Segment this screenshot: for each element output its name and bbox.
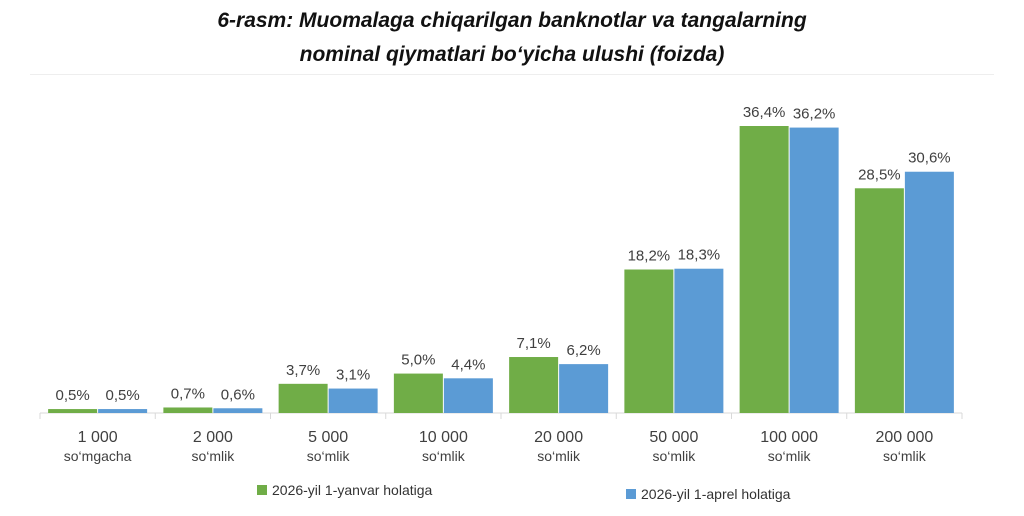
x-tick-sublabel: so‘mlik xyxy=(883,448,927,464)
bar-series-1 xyxy=(163,407,213,413)
bar-series-1 xyxy=(739,126,789,413)
x-tick-label: 20 000 xyxy=(534,429,583,446)
chart-title: 6-rasm: Muomalaga chiqarilgan banknotlar… xyxy=(0,4,1024,72)
x-tick-sublabel: so‘mlik xyxy=(191,448,235,464)
bar-series-1 xyxy=(509,357,559,413)
x-tick-sublabel: so‘mlik xyxy=(537,448,581,464)
data-label-series-1: 36,4% xyxy=(743,104,786,121)
data-label-series-2: 18,3% xyxy=(678,247,721,264)
data-label-series-2: 3,1% xyxy=(336,367,370,384)
x-tick-label: 10 000 xyxy=(419,429,468,446)
data-label-series-1: 7,1% xyxy=(517,335,551,352)
legend-swatch-series-2 xyxy=(626,489,636,499)
data-label-series-1: 3,7% xyxy=(286,362,320,379)
x-tick-label: 100 000 xyxy=(760,429,818,446)
bar-series-1 xyxy=(854,188,904,413)
x-tick-sublabel: so‘mlik xyxy=(307,448,351,464)
x-tick-sublabel: so‘mlik xyxy=(768,448,812,464)
data-label-series-2: 30,6% xyxy=(908,150,951,167)
data-label-series-2: 0,5% xyxy=(106,387,140,404)
x-tick-sublabel: so‘mgacha xyxy=(64,448,132,464)
chart-title-line-1: 6-rasm: Muomalaga chiqarilgan banknotlar… xyxy=(217,9,807,32)
x-tick-label: 200 000 xyxy=(875,429,933,446)
x-tick-sublabel: so‘mlik xyxy=(422,448,466,464)
bar-series-2 xyxy=(98,409,148,413)
data-label-series-1: 0,7% xyxy=(171,385,205,402)
chart-title-line-2: nominal qiymatlari bo‘yicha ulushi (foiz… xyxy=(299,43,725,66)
x-tick-label: 1 000 xyxy=(78,429,118,446)
legend-label-series-2: 2026-yil 1-aprel holatiga xyxy=(641,486,791,502)
data-label-series-1: 5,0% xyxy=(401,352,435,369)
data-label-series-1: 0,5% xyxy=(56,387,90,404)
x-tick-label: 2 000 xyxy=(193,429,233,446)
data-label-series-2: 36,2% xyxy=(793,106,836,123)
x-tick-label: 50 000 xyxy=(649,429,698,446)
bar-series-2 xyxy=(559,364,609,413)
data-label-series-2: 0,6% xyxy=(221,386,255,403)
bar-series-1 xyxy=(624,269,674,413)
x-tick-label: 5 000 xyxy=(308,429,348,446)
legend-item-series-2: 2026-yil 1-aprel holatiga xyxy=(626,486,790,502)
x-tick-sublabel: so‘mlik xyxy=(652,448,696,464)
bar-series-2 xyxy=(443,378,493,413)
data-label-series-2: 6,2% xyxy=(567,342,601,359)
bar-series-1 xyxy=(278,383,328,413)
data-label-series-1: 28,5% xyxy=(858,166,901,183)
bar-series-2 xyxy=(904,171,954,413)
title-divider xyxy=(30,74,994,75)
legend-item-series-1: 2026-yil 1-yanvar holatiga xyxy=(257,482,432,498)
bar-series-1 xyxy=(393,373,443,413)
bar-series-2 xyxy=(789,127,839,414)
bar-series-2 xyxy=(328,388,378,413)
bar-series-1 xyxy=(48,409,98,413)
bar-series-2 xyxy=(674,268,724,413)
data-label-series-1: 18,2% xyxy=(628,248,671,265)
data-label-series-2: 4,4% xyxy=(451,356,485,373)
bar-series-2 xyxy=(213,408,263,413)
legend-swatch-series-1 xyxy=(257,485,267,495)
legend-label-series-1: 2026-yil 1-yanvar holatiga xyxy=(272,482,433,498)
